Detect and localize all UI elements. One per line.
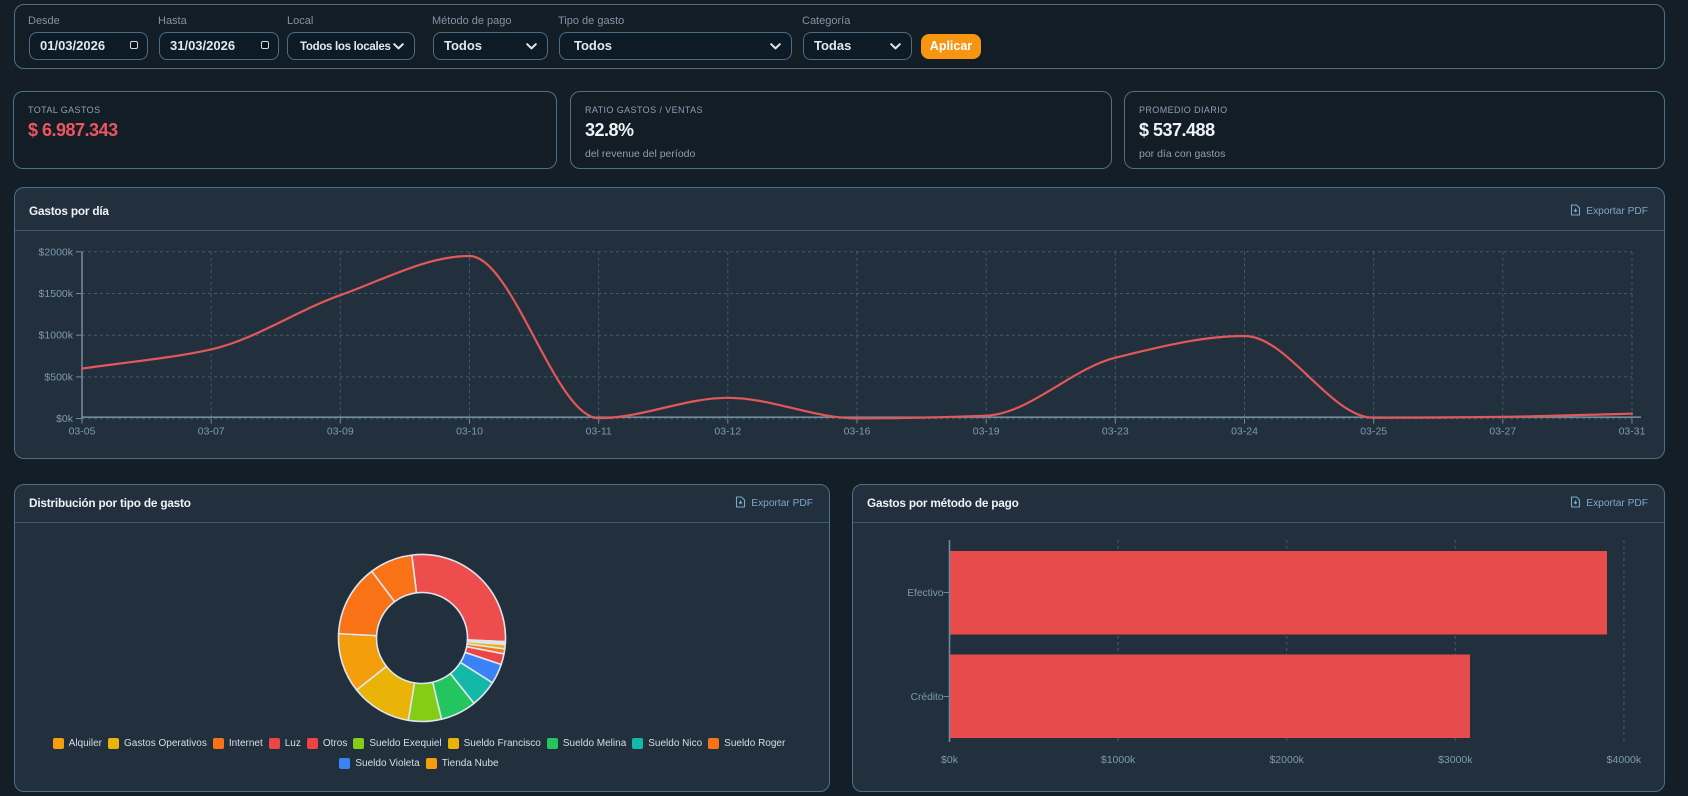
svg-text:$1000k: $1000k — [39, 330, 74, 342]
svg-text:Crédito: Crédito — [911, 692, 944, 703]
svg-text:$2000k: $2000k — [39, 246, 74, 258]
svg-text:$500k: $500k — [44, 371, 73, 383]
svg-text:03-09: 03-09 — [327, 426, 354, 438]
svg-text:Efectivo: Efectivo — [907, 588, 944, 599]
svg-text:03-11: 03-11 — [586, 426, 612, 438]
svg-text:$3000k: $3000k — [1438, 754, 1473, 766]
svg-text:$4000k: $4000k — [1607, 754, 1642, 766]
svg-text:03-05: 03-05 — [69, 426, 96, 438]
svg-text:$0k: $0k — [941, 754, 959, 766]
svg-text:03-27: 03-27 — [1489, 426, 1516, 438]
svg-text:03-31: 03-31 — [1619, 426, 1646, 438]
svg-text:03-25: 03-25 — [1360, 426, 1387, 438]
svg-text:03-19: 03-19 — [973, 426, 1000, 438]
svg-text:03-10: 03-10 — [456, 426, 483, 438]
svg-text:03-24: 03-24 — [1231, 426, 1258, 438]
svg-text:03-12: 03-12 — [714, 426, 741, 438]
svg-text:$0k: $0k — [56, 413, 74, 425]
svg-text:03-07: 03-07 — [198, 426, 225, 438]
svg-text:$1500k: $1500k — [39, 288, 74, 300]
svg-text:$2000k: $2000k — [1269, 754, 1304, 766]
svg-text:$1000k: $1000k — [1101, 754, 1136, 766]
svg-text:03-23: 03-23 — [1102, 426, 1129, 438]
svg-text:03-16: 03-16 — [844, 426, 871, 438]
